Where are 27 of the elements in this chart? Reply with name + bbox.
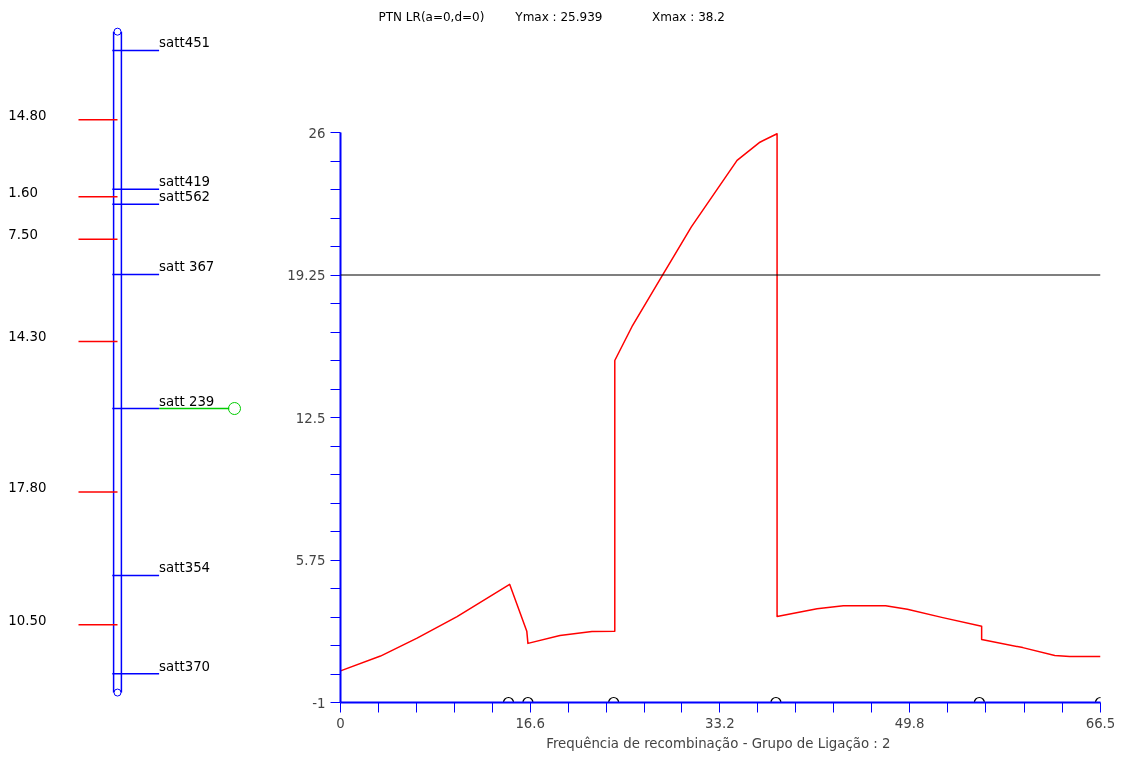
x-tick-label: 16.6 bbox=[515, 715, 546, 731]
y-tick-label: 26 bbox=[308, 125, 326, 141]
category-label: satt562 bbox=[159, 189, 211, 205]
y-tick-label: 12.5 bbox=[295, 410, 326, 426]
data-label: 10.50 bbox=[8, 612, 47, 628]
y-tick-label: 19.25 bbox=[287, 268, 326, 283]
category-label: satt354 bbox=[159, 560, 211, 576]
category-label: satt 239 bbox=[159, 393, 215, 409]
chart-title: PTN LR(a=0,d=0) bbox=[378, 9, 485, 24]
x-axis-title: Frequência de recombinação - Grupo de Ligação : 2 bbox=[546, 735, 891, 751]
x-tick-label: 49.8 bbox=[894, 715, 925, 731]
x-tick-label: 66.5 bbox=[1085, 715, 1116, 731]
x-tick-label: 0 bbox=[336, 715, 345, 731]
data-label: 7.50 bbox=[8, 227, 38, 243]
category-label: satt370 bbox=[159, 658, 211, 674]
text: Xmax : 38.2 bbox=[652, 9, 725, 24]
data-label: 14.80 bbox=[8, 107, 47, 123]
data-label: 14.30 bbox=[8, 329, 47, 345]
y-tick-label: 5.75 bbox=[295, 553, 326, 568]
category-label: satt419 bbox=[159, 174, 211, 190]
y-tick-label: -1 bbox=[312, 695, 326, 711]
text: Ymax : 25.939 bbox=[514, 9, 603, 24]
category-label: satt 367 bbox=[159, 259, 215, 275]
category-label: satt451 bbox=[159, 35, 211, 51]
data-label: 1.60 bbox=[8, 184, 38, 200]
data-label: 17.80 bbox=[8, 479, 47, 495]
x-tick-label: 33.2 bbox=[705, 715, 735, 731]
